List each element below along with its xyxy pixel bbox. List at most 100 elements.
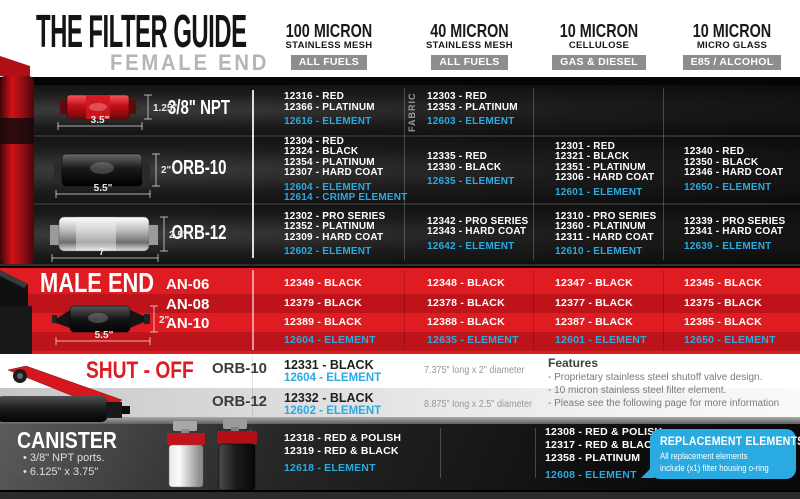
column-header-100-micron: 100 MICRON STAINLESS MESH ALL FUELS: [253, 22, 405, 76]
cell-an10-cellulose: 12387 - BLACK: [555, 316, 633, 328]
cell-npt-40micron: 12303 - RED 12353 - PLATINUM 12603 - ELEM…: [427, 85, 532, 135]
divider-col-1-2: [404, 88, 405, 260]
an-fitting-image: [0, 270, 32, 354]
cell-orb10-cellulose: 12301 - RED 12321 - BLACK 12351 - PLATINUM…: [555, 137, 663, 203]
cell-canister-100micron: 12318 - RED & POLISH 12319 - RED & BLACK …: [284, 424, 401, 482]
cell-an08-microglass: 12375 - BLACK: [684, 297, 762, 309]
column-header-10-micron-cellulose: 10 MICRON CELLULOSE GAS & DIESEL: [534, 22, 664, 76]
element-list: 12610 - ELEMENT: [555, 246, 643, 257]
cell-orb12-40micron: 12342 - PRO SERIES 12343 - HARD COAT 1264…: [427, 205, 532, 264]
element-list: 12601 - ELEMENT: [555, 186, 643, 198]
canister-top-bar: [0, 417, 800, 424]
cell-orb12-cellulose: 12310 - PRO SERIES 12360 - PLATINUM 12311 …: [555, 205, 663, 264]
part-list: 12310 - PRO SERIES 12360 - PLATINUM 12311 …: [555, 210, 657, 243]
inline-filter-red-image: 1.25" 3.5": [57, 94, 177, 130]
column-fuel-badge: E85 / ALCOHOL: [682, 55, 782, 70]
cell-npt-100micron: 12316 - RED 12366 - PLATINUM 12616 - ELEM…: [284, 85, 402, 135]
divider-canister-col-1-2: [440, 428, 441, 478]
canister-title: CANISTER: [17, 427, 117, 453]
shutoff-orb10-size: 7.375" long x 2" diameter: [424, 365, 525, 376]
column-media: CELLULOSE: [568, 40, 630, 51]
element-list: 12616 - ELEMENT: [284, 116, 372, 128]
column-media: STAINLESS MESH: [285, 40, 373, 51]
element-an-40micron: 12635 - ELEMENT: [427, 334, 519, 346]
column-fuel-badge: ALL FUELS: [290, 55, 368, 70]
element-an-cellulose: 12601 - ELEMENT: [555, 334, 647, 346]
male-row-stripe: [0, 294, 800, 313]
male-end-section: [0, 266, 800, 356]
column-media: STAINLESS MESH: [426, 40, 513, 51]
element-list: 12635 - ELEMENT: [427, 176, 515, 188]
part-list: 12301 - RED 12321 - BLACK 12351 - PLATINUM…: [555, 140, 655, 184]
element-list: 12650 - ELEMENT: [684, 181, 772, 193]
cell-an08-cellulose: 12377 - BLACK: [555, 297, 633, 309]
dim-length-label: 7": [99, 247, 110, 258]
element-list: 12603 - ELEMENT: [427, 116, 515, 128]
inline-filter-chrome-image: 2.5" 7": [50, 216, 188, 262]
cell-orb12-100micron: 12302 - PRO SERIES 12352 - PLATINUM 12309 …: [284, 205, 402, 264]
replacement-elements-callout: REPLACEMENT ELEMENTS All replacement ele…: [641, 429, 800, 479]
divider-label-column-shutoff: [252, 356, 253, 416]
cell-an06-100micron: 12349 - BLACK: [284, 277, 362, 289]
part-list: 12303 - RED 12353 - PLATINUM: [427, 91, 518, 113]
cell-orb10-40micron: 12335 - RED 12330 - BLACK 12635 - ELEMENT: [427, 137, 532, 203]
part-list: 12316 - RED 12366 - PLATINUM: [284, 91, 375, 113]
part-list: 12335 - RED 12330 - BLACK: [427, 151, 502, 173]
column-micron: 10 MICRON: [559, 21, 639, 41]
red-bottle-image: [0, 56, 34, 264]
row-label-an08: AN-08: [166, 296, 210, 313]
column-fuel-badge: GAS & DIESEL: [552, 55, 646, 70]
callout-tail: [641, 465, 654, 478]
section-subtitle-female-end: FEMALE END: [110, 50, 270, 75]
cell-an10-microglass: 12385 - BLACK: [684, 316, 762, 328]
element-list: 12604 - ELEMENT 12614 - CRIMP ELEMENT: [284, 181, 408, 203]
row-label-orb12: ORB-12: [171, 222, 227, 244]
dim-height-label: 1.25": [153, 103, 177, 114]
element-list: 12608 - ELEMENT: [545, 468, 637, 481]
column-micron: 100 MICRON: [285, 21, 373, 41]
part-list: 12342 - PRO SERIES 12343 - HARD COAT: [427, 215, 529, 238]
row-label-orb10: ORB-10: [171, 157, 227, 179]
cell-an08-40micron: 12378 - BLACK: [427, 297, 505, 309]
shutoff-orb12-part: 12332 - BLACK: [284, 391, 374, 405]
row-label-an10: AN-10: [166, 315, 210, 332]
shutoff-orb10-part: 12331 - BLACK: [284, 358, 374, 372]
divider-canister-col-2-3: [535, 428, 536, 478]
element-list: 12618 - ELEMENT: [284, 462, 376, 474]
features-list: - Proprietary stainless steel shutoff va…: [548, 372, 780, 409]
replacement-elements-body: All replacement elements include (x1) fil…: [660, 451, 769, 474]
element-list: 12642 - ELEMENT: [427, 240, 515, 252]
part-list: 12318 - RED & POLISH 12319 - RED & BLACK: [284, 432, 402, 457]
canister-filters-image: [167, 419, 257, 491]
column-micron: 10 MICRON: [692, 21, 772, 41]
dim-length-label: 5.5": [95, 330, 114, 341]
cell-an10-40micron: 12388 - BLACK: [427, 316, 505, 328]
page-title: THE FILTER GUIDE: [36, 5, 247, 57]
cell-an10-100micron: 12389 - BLACK: [284, 316, 362, 328]
row-label-shutoff-orb12: ORB-12: [212, 393, 268, 410]
part-list: 12339 - PRO SERIES 12341 - HARD COAT: [684, 215, 786, 238]
shutoff-orb10-element: 12604 - ELEMENT: [284, 372, 382, 384]
features-title: Features: [548, 356, 599, 370]
cell-orb10-microglass: 12340 - RED 12350 - BLACK 12346 - HARD COA…: [684, 137, 796, 203]
column-header-40-micron: 40 MICRON STAINLESS MESH ALL FUELS: [405, 22, 534, 76]
replacement-elements-title: REPLACEMENT ELEMENTS: [660, 434, 800, 448]
part-list: 12302 - PRO SERIES 12352 - PLATINUM 12309 …: [284, 210, 386, 243]
shutoff-valve-image: [0, 366, 130, 422]
cell-orb12-microglass: 12339 - PRO SERIES 12341 - HARD COAT 1263…: [684, 205, 796, 264]
divider-male-col-2-3: [533, 270, 534, 350]
part-list: 12340 - RED 12350 - BLACK 12346 - HARD COA…: [684, 146, 784, 178]
column-micron: 40 MICRON: [430, 21, 509, 41]
dim-height-label: 2": [161, 165, 172, 176]
dim-length-label: 3.5": [91, 115, 110, 126]
male-end-title: MALE END: [40, 267, 155, 298]
part-list: 12308 - RED & POLISH 12317 - RED & BLACK 1…: [545, 425, 663, 464]
shut-off-row-orb12-bg: [0, 388, 800, 420]
canister-specs-list: • 3/8" NPT ports. • 6.125" x 3.75": [23, 452, 105, 478]
element-list: 12602 - ELEMENT: [284, 246, 372, 257]
divider-col-3-4: [663, 88, 664, 260]
shutoff-orb12-element: 12602 - ELEMENT: [284, 405, 382, 417]
divider-male-col-3-4: [663, 270, 664, 350]
cell-an06-microglass: 12345 - BLACK: [684, 277, 762, 289]
